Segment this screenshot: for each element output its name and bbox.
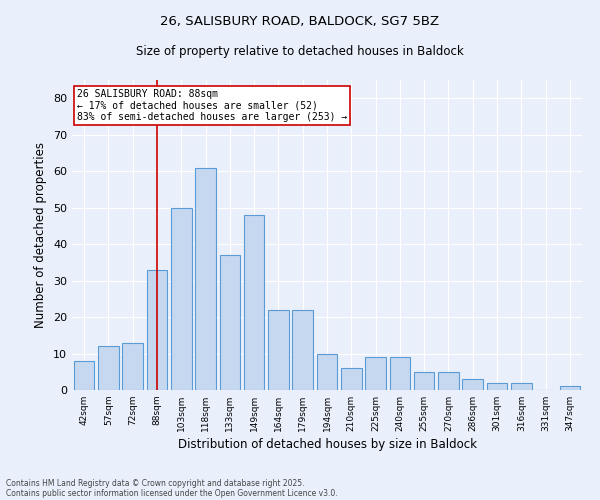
Bar <box>74 361 94 390</box>
Bar <box>171 208 191 390</box>
Bar <box>195 168 216 390</box>
Bar <box>511 382 532 390</box>
Bar <box>244 215 265 390</box>
Bar <box>463 379 483 390</box>
Bar <box>414 372 434 390</box>
Bar <box>220 255 240 390</box>
Bar <box>98 346 119 390</box>
Bar <box>268 310 289 390</box>
Bar <box>487 382 508 390</box>
Y-axis label: Number of detached properties: Number of detached properties <box>34 142 47 328</box>
Bar <box>365 357 386 390</box>
Bar <box>341 368 362 390</box>
Text: Contains public sector information licensed under the Open Government Licence v3: Contains public sector information licen… <box>6 488 338 498</box>
Bar <box>122 342 143 390</box>
Bar <box>389 357 410 390</box>
Bar <box>317 354 337 390</box>
Text: 26 SALISBURY ROAD: 88sqm
← 17% of detached houses are smaller (52)
83% of semi-d: 26 SALISBURY ROAD: 88sqm ← 17% of detach… <box>77 90 347 122</box>
Bar <box>292 310 313 390</box>
Text: Contains HM Land Registry data © Crown copyright and database right 2025.: Contains HM Land Registry data © Crown c… <box>6 478 305 488</box>
X-axis label: Distribution of detached houses by size in Baldock: Distribution of detached houses by size … <box>178 438 476 451</box>
Text: Size of property relative to detached houses in Baldock: Size of property relative to detached ho… <box>136 45 464 58</box>
Bar <box>438 372 459 390</box>
Text: 26, SALISBURY ROAD, BALDOCK, SG7 5BZ: 26, SALISBURY ROAD, BALDOCK, SG7 5BZ <box>160 15 440 28</box>
Bar <box>146 270 167 390</box>
Bar <box>560 386 580 390</box>
